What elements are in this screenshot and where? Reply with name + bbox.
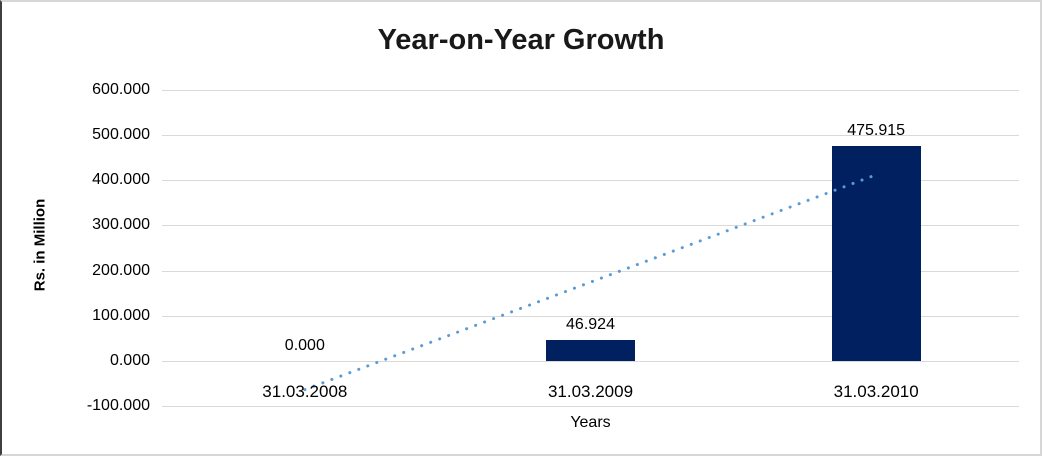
x-tick-label: 31.03.2009 <box>547 381 634 401</box>
chart-title: Year-on-Year Growth <box>377 24 665 56</box>
x-tick-label: 31.03.2008 <box>262 381 348 401</box>
data-label: 475.915 <box>847 122 906 139</box>
y-tick-label: 500.000 <box>92 126 150 144</box>
bar-31.03.2009 <box>546 339 635 361</box>
y-tick-label: 600.000 <box>92 81 150 98</box>
y-tick-label: 200.000 <box>92 261 150 279</box>
gridline <box>162 135 1019 137</box>
gridline <box>162 406 1019 407</box>
x-tick-label: 31.03.2010 <box>833 381 919 401</box>
bar-31.03.2010 <box>831 146 921 361</box>
gridline <box>162 360 1019 362</box>
y-tick-label: 400.000 <box>92 171 150 189</box>
x-axis-title: Years <box>570 414 611 431</box>
gridline <box>162 90 1019 91</box>
y-tick-label: 0.000 <box>109 351 150 369</box>
data-label: 46.924 <box>566 315 615 333</box>
y-tick-label: 100.000 <box>92 306 150 324</box>
data-label: 0.000 <box>284 336 325 354</box>
y-tick-label: -100.000 <box>86 397 150 414</box>
y-tick-label: 300.000 <box>92 216 150 234</box>
